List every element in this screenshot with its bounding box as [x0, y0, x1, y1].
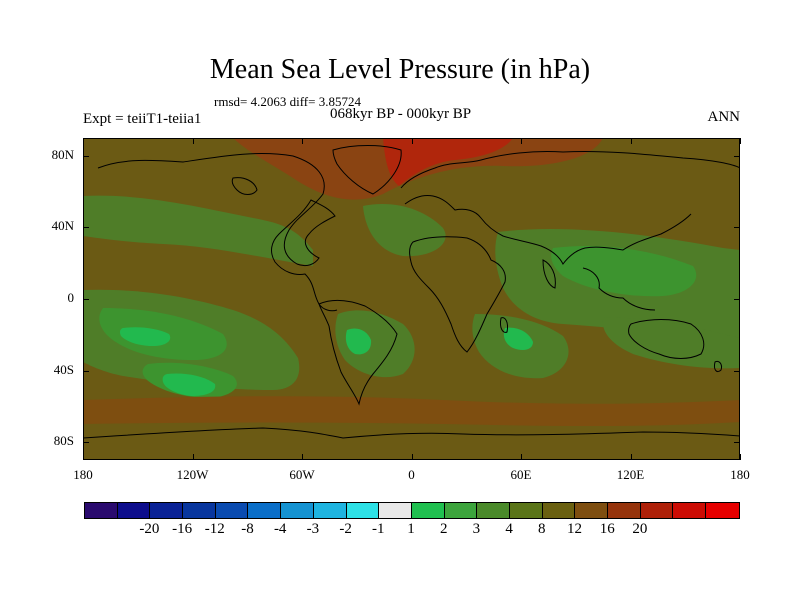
y-tick-label: 0 [67, 290, 75, 305]
x-tick-mark [302, 138, 303, 144]
colorbar-label: 1 [407, 521, 415, 537]
colorbar-label: 3 [472, 521, 481, 537]
colorbar-box [640, 503, 674, 518]
pressure-map [83, 138, 740, 460]
colorbar-label: -8 [241, 521, 254, 537]
north-max-region [383, 138, 513, 186]
colorbar-box [444, 503, 478, 518]
x-tick-mark [411, 454, 413, 460]
positive-anomaly-high [119, 327, 533, 396]
colorbar-label: -1 [372, 521, 385, 537]
x-tick-mark [740, 138, 741, 144]
colorbar [84, 502, 740, 519]
x-tick-mark [83, 138, 84, 144]
colorbar-label: -2 [339, 521, 352, 537]
colorbar-box [117, 503, 151, 518]
x-tick-mark [521, 454, 522, 460]
x-tick-label: 120W [176, 467, 209, 482]
colorbar-box [477, 503, 510, 518]
colorbar-box [313, 503, 347, 518]
experiment-label: Expt = teiiT1-teiia1 [83, 111, 202, 127]
colorbar-box [673, 503, 707, 518]
x-tick-label: 180 [73, 467, 93, 482]
x-tick-mark [302, 454, 303, 460]
x-tick-mark [740, 454, 741, 460]
colorbar-label: -20 [139, 521, 160, 537]
x-tick-label: 180 [730, 467, 750, 482]
colorbar-label: -12 [204, 521, 225, 537]
x-tick-mark [192, 138, 194, 144]
colorbar-box [150, 503, 184, 518]
y-tick-label: 80N [51, 146, 74, 162]
colorbar-box [215, 503, 249, 518]
colorbar-box [575, 503, 608, 518]
colorbar-label: 8 [538, 521, 546, 537]
y-tick-label: 40N [51, 218, 74, 234]
coastlines [83, 145, 740, 439]
colorbar-box [706, 503, 739, 518]
colorbar-box [542, 503, 576, 518]
x-tick-mark [192, 454, 194, 460]
season-label: ANN [707, 109, 741, 125]
colorbar-label: 4 [505, 521, 513, 537]
period-label: 068kyr BP - 000kyr BP [330, 106, 472, 122]
colorbar-box [85, 503, 118, 518]
y-tick-label: 80S [53, 433, 74, 449]
y-tick-mark [734, 299, 740, 300]
colorbar-label: 2 [439, 521, 448, 537]
colorbar-label: 12 [567, 521, 582, 537]
colorbar-label: -16 [172, 521, 193, 537]
x-tick-label: 0 [408, 467, 415, 482]
colorbar-box [281, 503, 314, 518]
y-tick-mark [83, 442, 89, 444]
colorbar-box [411, 503, 445, 518]
southern-ocean-band [83, 396, 740, 426]
y-tick-mark [83, 227, 89, 229]
x-tick-label: 60E [510, 467, 532, 482]
y-tick-mark [83, 299, 89, 300]
y-tick-label: 40S [53, 361, 74, 377]
y-tick-mark [83, 370, 89, 372]
colorbar-box [379, 503, 412, 518]
colorbar-box [183, 503, 216, 518]
y-tick-mark [734, 155, 740, 157]
x-tick-mark [521, 138, 522, 144]
colorbar-box [509, 503, 543, 518]
stats-label: rmsd= 4.2063 diff= 3.85724 [214, 94, 361, 109]
colorbar-label: -3 [306, 521, 320, 537]
colorbar-label: 20 [632, 521, 648, 537]
x-tick-mark [411, 138, 413, 144]
x-tick-label: 120E [616, 467, 645, 482]
x-tick-mark [83, 454, 84, 460]
colorbar-label: 16 [599, 521, 615, 537]
y-tick-mark [734, 442, 740, 444]
colorbar-box [248, 503, 282, 518]
colorbar-box [346, 503, 380, 518]
colorbar-box [608, 503, 641, 518]
y-tick-mark [83, 155, 89, 157]
x-tick-mark [630, 454, 632, 460]
y-tick-mark [734, 227, 740, 229]
x-tick-mark [630, 138, 632, 144]
colorbar-label: -4 [273, 521, 287, 537]
page-title: Mean Sea Level Pressure (in hPa) [209, 54, 591, 85]
y-tick-mark [734, 370, 740, 372]
x-tick-label: 60W [289, 467, 315, 482]
